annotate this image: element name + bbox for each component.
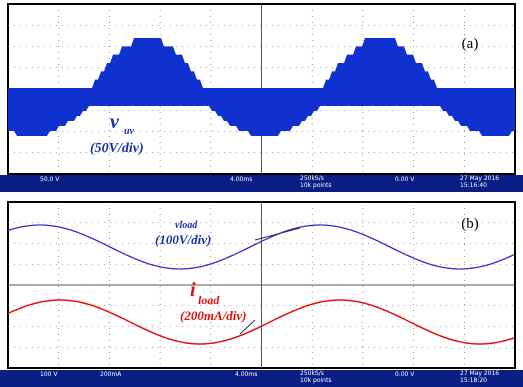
status-text: 15:18:20 — [460, 377, 487, 384]
status-text: 100 V — [40, 371, 58, 378]
signal-scale: (50V/div) — [90, 141, 144, 156]
status-text: 10k points — [300, 377, 331, 384]
panel-b: (b) vload (100V/div) i load (200mA/div) … — [0, 202, 523, 387]
voltage-name: vload — [175, 220, 198, 231]
status-text: 15:16:40 — [460, 182, 487, 189]
status-text: 27 May 2016 — [460, 175, 499, 182]
signal-name: v — [110, 111, 120, 133]
status-text: 0.00 V — [395, 371, 415, 378]
status-text: 4.00ms — [230, 176, 252, 183]
panel-label: (a) — [462, 36, 479, 52]
status-bar — [0, 370, 523, 387]
signal-subscript: uv — [124, 126, 135, 137]
current-name: i — [190, 279, 196, 301]
status-text: 250kS/s — [300, 370, 324, 377]
current-scale: (200mA/div) — [180, 308, 246, 323]
figure: (a) v uv (50V/div) 50.0 V4.00ms250kS/s10… — [0, 0, 523, 387]
panel-a: (a) v uv (50V/div) 50.0 V 4.00ms 250kS/s10… — [0, 4, 523, 192]
status-text: 50.0 V — [40, 176, 60, 183]
status-text: 0.00 V — [395, 176, 415, 183]
voltage-scale: (100V/div) — [155, 232, 211, 247]
status-bar — [0, 175, 523, 192]
status-text: 27 May 2016 — [460, 370, 499, 377]
status-text: 10k points — [300, 182, 331, 189]
status-text: 250kS/s — [300, 175, 324, 182]
status-text: 200mA — [100, 371, 122, 378]
status-text: 4.00ms — [235, 371, 257, 378]
panel-label: (b) — [461, 216, 479, 232]
current-subscript: load — [198, 293, 220, 307]
